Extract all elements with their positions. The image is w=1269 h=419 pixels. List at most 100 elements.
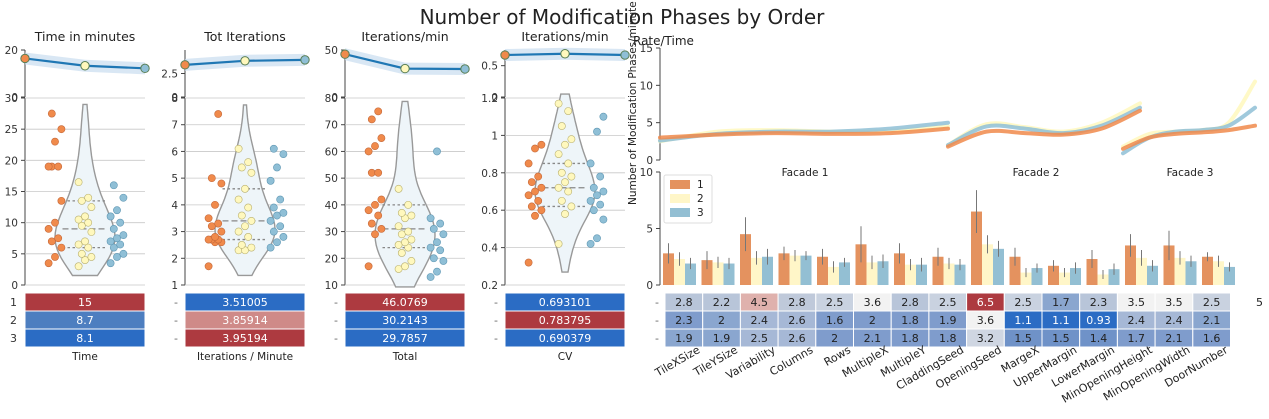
violin-tick-label: 6 (171, 146, 178, 158)
panel-xlabel: Iterations / Minute (197, 351, 293, 363)
swarm-point-order-3 (599, 112, 608, 121)
heatmap-cell-value: 2.1 (1165, 332, 1183, 345)
swarm-point-order-1 (534, 172, 543, 181)
swarm-point-order-1 (377, 134, 386, 142)
top-point-order-2 (560, 49, 570, 59)
swarm-point-order-1 (374, 168, 383, 177)
bar-series-3 (685, 263, 696, 285)
swarm-point-order-1 (531, 144, 539, 153)
swarm-point-order-2 (564, 159, 573, 168)
rate-line-series-2 (1121, 79, 1257, 149)
swarm-point-order-2 (404, 227, 413, 236)
figure-title: Number of Modification Phases by Order (420, 5, 826, 29)
swarm-point-order-3 (439, 257, 448, 265)
swarm-point-order-2 (397, 249, 406, 257)
violin-tick-label: 80 (325, 93, 338, 105)
bar-series-3 (839, 262, 850, 285)
swarm-point-order-1 (217, 179, 226, 188)
swarm-point-order-3 (266, 176, 275, 185)
top-tick-label: 0 (11, 92, 18, 104)
heatmap-table: - 2.8 2.2 4.5 2.8 2.5 3.6 2.8 2.5 6.5 2.5 1.7 2.3 3.5… (652, 292, 1263, 406)
swarm-point-order-1 (204, 214, 213, 223)
swarm-point-order-3 (269, 144, 278, 153)
swarm-point-order-3 (266, 216, 275, 225)
panel-4: Iterations/min 0 0.5 0.2 0.4 0.6 0.8 1 1.2 0.6931… (481, 29, 630, 363)
top-tick-label: 0 (331, 92, 338, 104)
swarm-point-order-2 (234, 144, 243, 153)
swarm-point-order-3 (426, 243, 435, 252)
heatmap-cell-value: 1.9 (675, 332, 693, 345)
swarm-point-order-2 (247, 168, 256, 177)
swarm-point-order-2 (74, 215, 83, 224)
table-cell-value: 0.690379 (539, 332, 592, 345)
swarm-point-order-3 (589, 183, 598, 192)
swarm-point-order-2 (561, 140, 569, 149)
bar-series-3 (1224, 266, 1235, 285)
swarm-point-order-2 (84, 218, 93, 227)
swarm-point-order-1 (524, 159, 533, 168)
violin-tick-label: 2 (171, 253, 178, 265)
bar-series-1 (1125, 245, 1136, 285)
swarm-point-order-2 (407, 211, 416, 220)
bar-series-2 (1059, 272, 1070, 285)
swarm-point-order-2 (74, 240, 83, 249)
heatmap-cell-value: 1.8 (901, 314, 919, 327)
heatmap-cell-value: 2.8 (788, 296, 806, 309)
swarm-point-order-1 (57, 125, 66, 134)
swarm-point-order-1 (371, 200, 379, 209)
top-point-order-1 (180, 60, 190, 70)
bar-series-2 (866, 262, 878, 285)
table-row-label: 3 (10, 332, 17, 345)
swarm-point-order-1 (51, 253, 59, 261)
top-point-order-3 (460, 64, 470, 74)
swarm-point-order-3 (113, 206, 121, 215)
table-row-dash: - (334, 296, 338, 309)
swarm-point-order-2 (234, 227, 243, 236)
swarm-point-order-3 (589, 206, 598, 215)
swarm-point-order-2 (244, 158, 253, 167)
top-point-order-2 (400, 63, 410, 74)
swarm-point-order-3 (429, 254, 438, 263)
heatmap-cell-value: 1.7 (1128, 332, 1146, 345)
rate-line-series-1 (1121, 123, 1257, 151)
heatmap-cell-value: 3.5 (1128, 296, 1146, 309)
bar-series-2 (828, 266, 839, 285)
swarm-point-order-1 (364, 206, 373, 215)
bar-series-3 (1108, 269, 1120, 285)
violin-tick-label: 1 (171, 280, 178, 292)
swarm-point-order-3 (279, 233, 288, 241)
swarm-point-order-2 (84, 243, 93, 252)
heatmap-cell-value: 1.4 (1090, 332, 1108, 345)
swarm-point-order-2 (557, 122, 566, 130)
rate-line-series-3 (946, 105, 1142, 148)
bar-series-1 (663, 253, 674, 285)
rate-time-tick-label: 5 (646, 118, 653, 130)
heatmap-cell-value: 1.5 (1052, 332, 1070, 345)
facet-label: Facade 3 (1167, 167, 1214, 179)
swarm-point-order-1 (367, 115, 376, 124)
swarm-point-order-3 (266, 243, 275, 252)
rate-time-ylabel: Number of Modification Phases/minute (627, 1, 639, 205)
top-point-order-3 (300, 55, 310, 65)
top-point-order-2 (240, 56, 250, 66)
swarm-point-order-3 (433, 267, 441, 276)
bar-series-1 (1086, 259, 1098, 285)
swarm-point-order-2 (561, 178, 569, 187)
swarm-point-order-2 (87, 253, 96, 261)
heatmap-cell-value: 4.5 (751, 296, 769, 309)
swarm-point-order-3 (426, 273, 435, 281)
violin-tick-label: 0.4 (481, 243, 498, 255)
heatmap-cell-value: 2.4 (751, 314, 769, 327)
top-point-order-3 (140, 63, 150, 74)
swarm-point-order-3 (586, 239, 595, 248)
heatmap-cell-value: 2 (718, 314, 725, 327)
panel-2: Tot Iterations 0 2.5 1 2 3 4 5 6 7 8 3.51005 - 3.8591… (161, 29, 310, 363)
bar-series-3 (800, 255, 812, 285)
heatmap-cell (1192, 328, 1232, 348)
violin-tick-label: 0.6 (481, 205, 498, 217)
swarm-point-order-2 (87, 203, 96, 211)
bar-tick-label: 0 (646, 280, 653, 292)
heatmap-cell-value: 3.6 (864, 296, 882, 309)
table-row-dash: - (174, 332, 178, 345)
